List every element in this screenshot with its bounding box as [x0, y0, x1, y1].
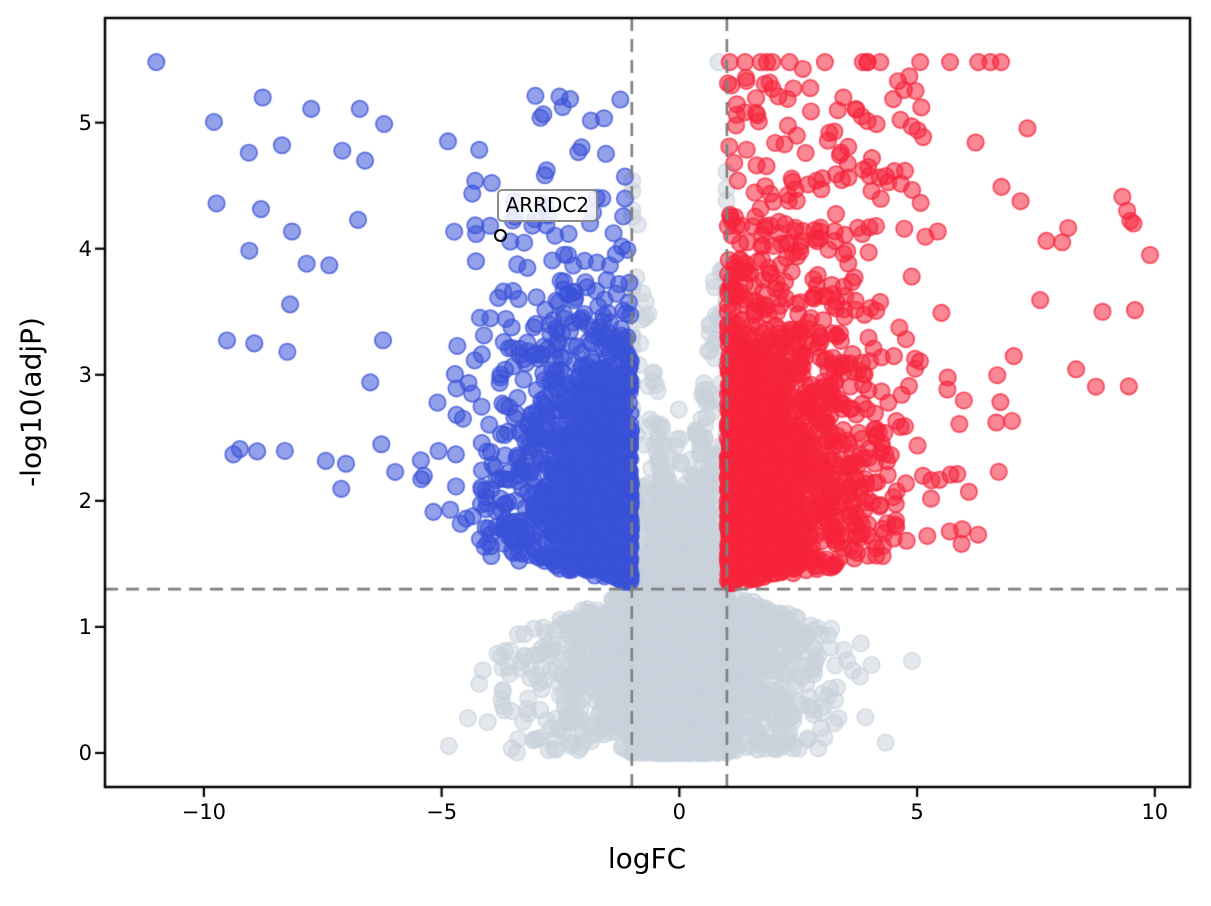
x-tick-label: −5 — [426, 800, 458, 824]
y-axis-label: -log10(adjP) — [14, 317, 48, 487]
x-tick-label: 0 — [672, 800, 687, 824]
x-axis-label: logFC — [607, 842, 687, 875]
x-tick-label: −10 — [181, 800, 227, 824]
x-tick-label: 5 — [910, 800, 924, 824]
y-tick-label: 1 — [78, 614, 92, 639]
gene-annotation-label: ARRDC2 — [496, 189, 599, 223]
y-tick-label: 5 — [78, 110, 92, 135]
x-tick-label: 10 — [1141, 800, 1169, 824]
y-tick-label: 4 — [78, 236, 92, 261]
y-tick-label: 3 — [78, 362, 92, 387]
y-tick-label: 2 — [78, 488, 92, 513]
y-tick-label: 0 — [78, 740, 92, 765]
highlighted-point-marker — [493, 229, 507, 243]
